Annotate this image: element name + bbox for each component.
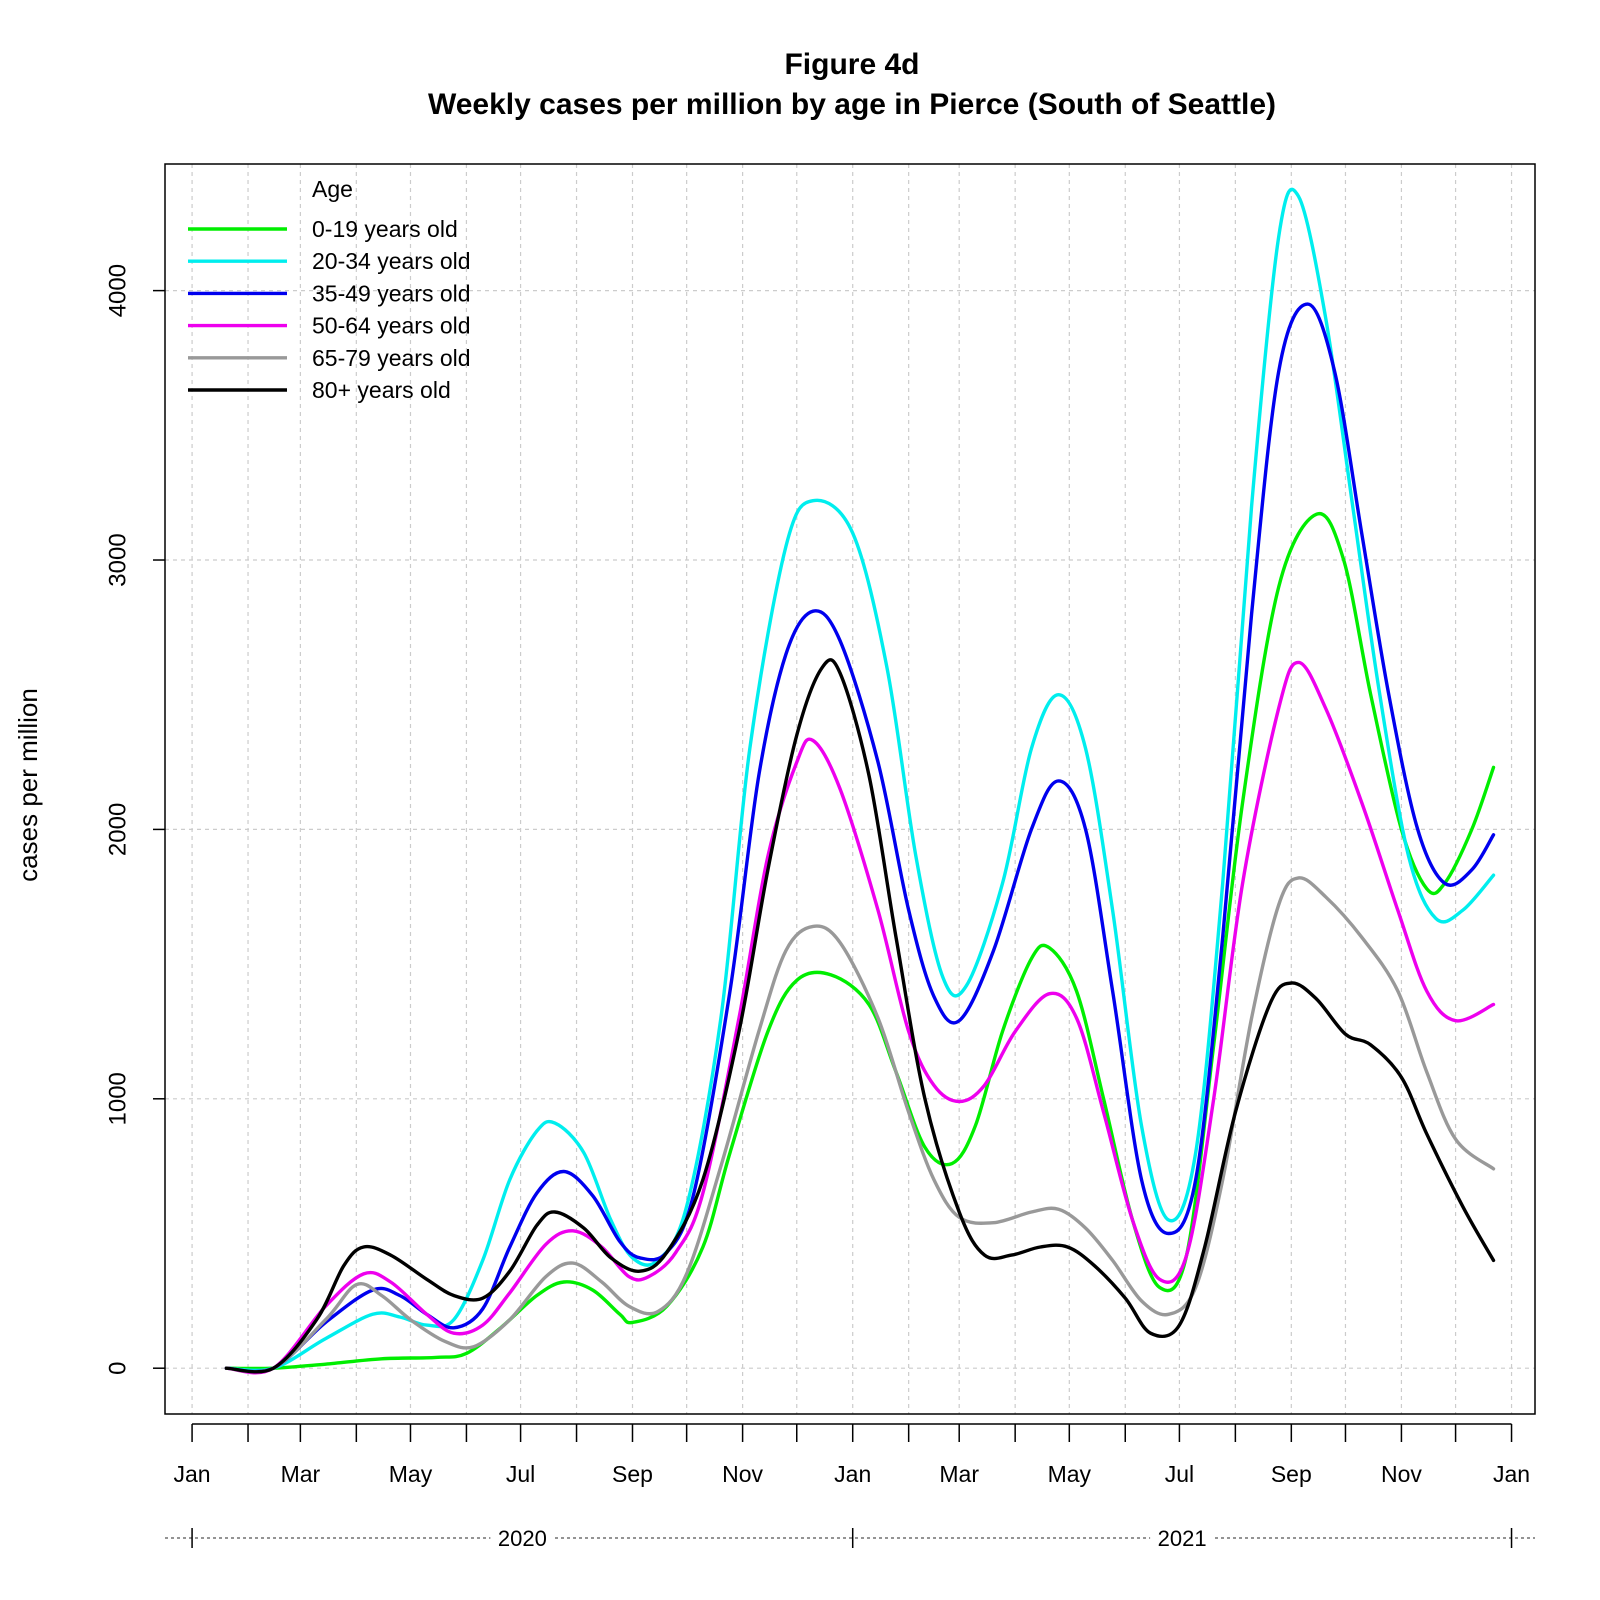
- x-tick-label: Jan: [174, 1461, 211, 1487]
- x-tick-label: Jan: [1493, 1461, 1530, 1487]
- year-label-bg: [1150, 1524, 1215, 1552]
- legend: Age 0-19 years old 20-34 years old 35-49 y…: [188, 176, 471, 403]
- year-label-bg: [490, 1524, 555, 1552]
- legend-label: 0-19 years old: [312, 216, 458, 242]
- x-tick-label: May: [1048, 1461, 1092, 1487]
- x-tick-label: Mar: [939, 1461, 979, 1487]
- series-line-6: [224, 658, 1496, 1374]
- y-tick-label: 3000: [104, 533, 131, 586]
- legend-label: 50-64 years old: [312, 313, 471, 339]
- grid: [165, 164, 1535, 1414]
- legend-title: Age: [312, 176, 353, 202]
- y-axis-label: cases per million: [13, 688, 43, 882]
- y-tick-label: 4000: [104, 264, 131, 317]
- x-tick-label: Sep: [1271, 1461, 1312, 1487]
- x-tick-label: Nov: [1381, 1461, 1422, 1487]
- x-tick-label: Jan: [834, 1461, 871, 1487]
- series-line-4: [224, 660, 1496, 1375]
- series-line-5: [224, 876, 1496, 1374]
- y-tick-label: 0: [104, 1362, 131, 1375]
- x-tick-label: Nov: [722, 1461, 763, 1487]
- x-tick-label: Mar: [281, 1461, 321, 1487]
- x-tick-label: May: [389, 1461, 433, 1487]
- series-lines: [224, 187, 1496, 1375]
- legend-label: 65-79 years old: [312, 345, 471, 371]
- chart-subtitle: Weekly cases per million by age in Pierc…: [428, 88, 1276, 121]
- chart-title: Figure 4d: [784, 48, 919, 81]
- plot-frame: [164, 163, 1536, 1415]
- legend-label: 35-49 years old: [312, 280, 471, 306]
- y-axis: 0 1000 2000 3000 4000: [104, 264, 165, 1375]
- series-line-3: [224, 302, 1496, 1374]
- x-axis: Jan Mar May Jul Sep Nov Jan Mar May Jul Sep Nov Jan: [174, 1423, 1530, 1487]
- legend-label: 80+ years old: [312, 377, 451, 403]
- x-tick-label: Jul: [506, 1461, 535, 1487]
- year-axis: 2020 2021: [165, 1524, 1535, 1552]
- x-tick-label: Sep: [612, 1461, 653, 1487]
- series-line-1: [224, 511, 1496, 1371]
- year-label: 2020: [498, 1526, 547, 1551]
- legend-label: 20-34 years old: [312, 248, 471, 274]
- y-tick-label: 1000: [104, 1072, 131, 1125]
- x-tick-label: Jul: [1165, 1461, 1194, 1487]
- year-label: 2021: [1158, 1526, 1207, 1551]
- series-line-2: [224, 187, 1496, 1373]
- y-tick-label: 2000: [104, 803, 131, 856]
